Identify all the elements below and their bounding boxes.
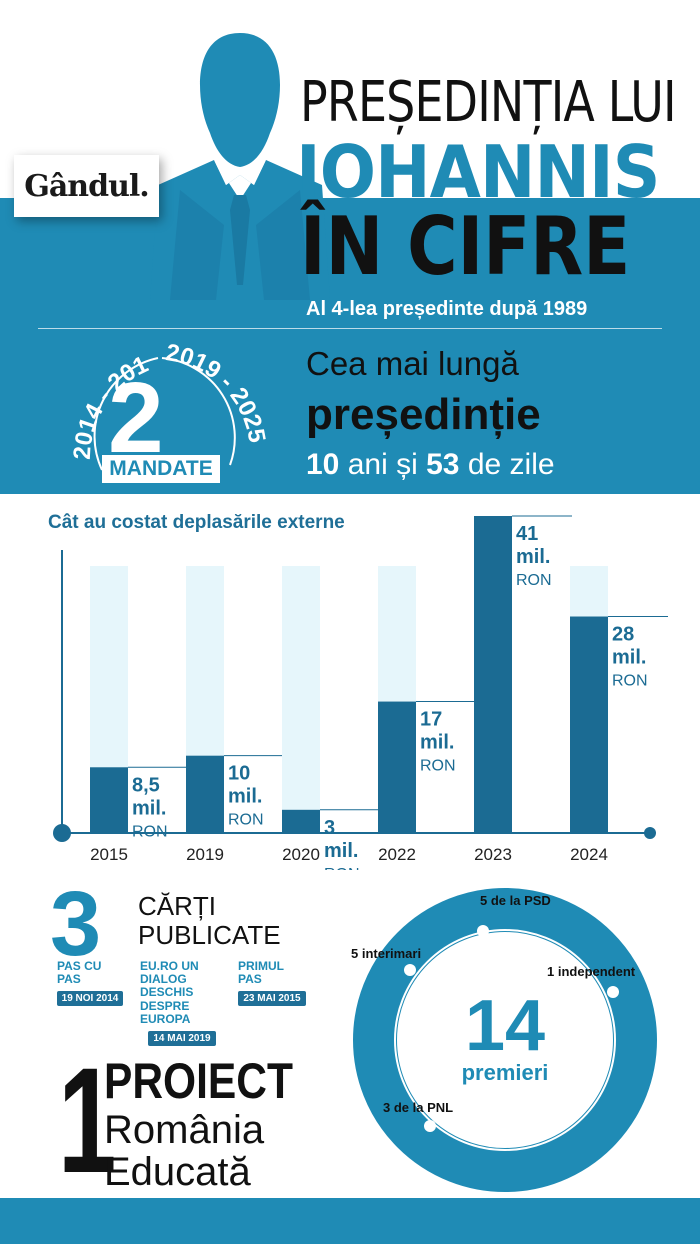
divider <box>38 328 662 329</box>
chart-title: Cât au costat deplasările externe <box>48 512 345 533</box>
currency-label: RON <box>516 572 552 589</box>
segment-label-psd: 5 de la PSD <box>480 893 551 908</box>
bar-2024 <box>570 616 608 833</box>
bar-2022 <box>378 701 416 833</box>
currency-label: RON <box>612 673 648 690</box>
books-label-2: PUBLICATE <box>138 920 281 950</box>
book-3-title: PRIMUL PAS <box>238 959 284 987</box>
segment-dot-3 <box>424 1120 436 1132</box>
longest-line-1: Cea mai lungă <box>306 345 519 382</box>
books-count: 3 <box>50 873 102 975</box>
segment-dot-2 <box>607 986 619 998</box>
unit-label: mil. <box>516 546 550 568</box>
premiers-ring: 5 de la PSD 1 independent 3 de la PNL 5 … <box>351 888 657 1192</box>
unit-label: mil. <box>132 797 166 819</box>
x-tick-label: 2024 <box>570 845 608 864</box>
value-label: 17 <box>420 709 442 731</box>
book-2-date: 14 MAI 2019 <box>148 1030 216 1046</box>
value-label: 3 <box>324 817 335 839</box>
book-2-title: EU.RO UN DIALOG DESCHIS DESPRE EUROPA <box>140 959 199 1026</box>
title-line-1: PREȘEDINȚIA LUI <box>300 70 677 135</box>
premiers-label: premieri <box>462 1060 549 1085</box>
book-3: PRIMUL PAS 23 MAI 2015 <box>238 959 306 1007</box>
segment-label-pnl: 3 de la PNL <box>383 1100 453 1115</box>
x-tick-label: 2015 <box>90 845 128 864</box>
longest-duration: 10 ani și 53 de zile <box>306 448 555 482</box>
currency-label: RON <box>324 866 360 870</box>
value-label: 8,5 <box>132 774 160 796</box>
logo: Gândul. <box>14 155 159 217</box>
project-name-1: România <box>104 1108 265 1152</box>
axis-origin-dot <box>53 824 71 842</box>
blue-band <box>0 198 700 494</box>
value-label: 28 <box>612 624 634 646</box>
segment-label-independent: 1 independent <box>547 964 636 979</box>
days-text: de zile <box>467 448 555 481</box>
bar-2019 <box>186 755 224 833</box>
value-label: 41 <box>516 523 538 545</box>
bar-2023 <box>474 516 512 833</box>
segment-label-interim: 5 interimari <box>351 946 421 961</box>
project-name-2: Educată <box>104 1150 251 1194</box>
unit-label: mil. <box>612 647 646 669</box>
axis-end-dot <box>644 827 656 839</box>
bar-2015 <box>90 767 128 833</box>
unit-label: mil. <box>420 732 454 754</box>
book-1: PAS CU PAS 19 NOI 2014 <box>57 959 123 1007</box>
book-3-date: 23 MAI 2015 <box>238 991 306 1007</box>
premiers-count: 14 <box>465 986 545 1066</box>
segment-dot-4 <box>404 964 416 976</box>
years-number: 10 <box>306 448 340 481</box>
subtitle: Al 4-lea președinte după 1989 <box>306 298 588 320</box>
mandates-label: MANDATE <box>102 455 220 483</box>
mandates-arc: 2014 - 2019 2019 - 2025 <box>40 330 271 471</box>
project-label: PROIECT <box>104 1053 293 1109</box>
x-tick-label: 2023 <box>474 845 512 864</box>
x-tick-label: 2020 <box>282 845 320 864</box>
mandates-count: 2 <box>108 362 164 474</box>
book-1-title: PAS CU PAS <box>57 959 102 987</box>
x-tick-label: 2019 <box>186 845 224 864</box>
bar-background <box>282 566 320 833</box>
currency-label: RON <box>132 823 168 840</box>
books-label-1: CĂRȚI <box>138 891 216 921</box>
footer-band <box>0 1198 700 1244</box>
years-text: ani și <box>347 448 418 481</box>
book-1-date: 19 NOI 2014 <box>57 991 123 1007</box>
value-label: 10 <box>228 763 250 785</box>
title-line-3: ÎN CIFRE <box>300 200 631 293</box>
longest-line-2: președinție <box>306 390 541 439</box>
segment-dot-1 <box>477 925 489 937</box>
unit-label: mil. <box>228 786 262 808</box>
bar-chart: 8,5mil.RON201510mil.RON20193mil.RON20201… <box>53 515 668 870</box>
currency-label: RON <box>228 812 264 829</box>
unit-label: mil. <box>324 840 358 862</box>
term-2: 2019 - 2025 <box>164 339 271 445</box>
silhouette-icon <box>150 33 330 300</box>
x-tick-label: 2022 <box>378 845 416 864</box>
bar-2020 <box>282 809 320 833</box>
book-2: EU.RO UN DIALOG DESCHIS DESPRE EUROPA 14… <box>140 959 232 1046</box>
project-count: 1 <box>58 1036 117 1204</box>
days-number: 53 <box>426 448 460 481</box>
title-line-2: IOHANNIS <box>296 130 660 214</box>
currency-label: RON <box>420 758 456 775</box>
